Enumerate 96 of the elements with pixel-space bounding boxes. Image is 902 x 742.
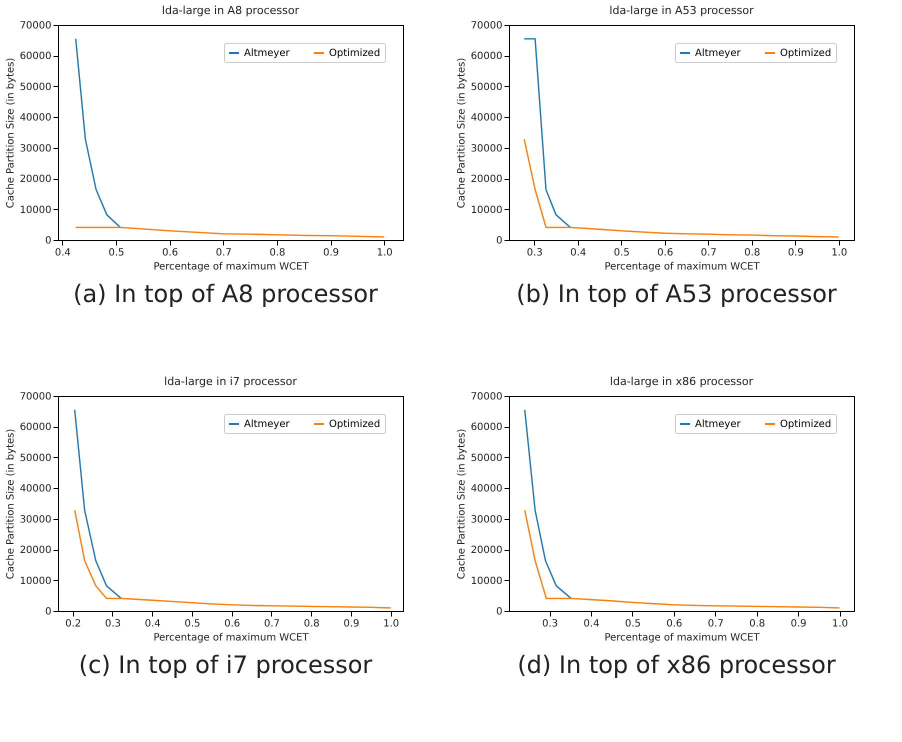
line-series [74,409,122,600]
y-tick-label: 50000 [20,82,52,93]
y-tick-label: 30000 [470,143,502,154]
y-tick-label: 10000 [20,576,52,587]
y-tick-label: 40000 [470,484,502,495]
x-tick-label: 0.9 [323,248,340,258]
x-tick-label: 0.4 [584,618,600,630]
y-tick-label: 70000 [470,392,502,402]
line-series [524,138,840,238]
legend-label: Altmeyer [695,419,742,430]
text: (b) In top of A53 processor [515,280,838,308]
x-axis-title: Percentage of maximum WCET [604,632,760,644]
y-tick-label: 30000 [20,514,52,526]
text: (c) In top of i7 processor [78,651,374,679]
x-tick-label: 1.0 [383,618,400,630]
x-tick-label: 0.8 [304,618,320,630]
chart-title: lda-large in x86 processor [610,375,754,388]
x-tick-label: 0.6 [657,248,674,258]
x-axis-title: Percentage of maximum WCET [153,632,310,644]
y-tick-label: 20000 [470,174,502,186]
chart-title: lda-large in A8 processor [162,4,300,17]
x-tick-label: 0.5 [614,248,630,258]
y-tick-label: 50000 [470,82,502,93]
y-tick-label: 60000 [20,422,52,434]
line-series [75,38,121,228]
chart-title: lda-large in A53 processor [609,4,754,17]
y-tick-label: 10000 [470,576,502,587]
x-tick-label: 0.5 [624,618,641,630]
line-series [524,510,840,609]
y-axis-title: Cache Partition Size (in bytes) [456,58,468,208]
chart-title: lda-large in i7 processor [164,375,298,388]
legend-label: Altmeyer [244,48,291,59]
y-tick-label: 50000 [470,452,502,464]
y-tick-label: 30000 [470,514,502,526]
x-tick-label: 0.6 [224,618,240,630]
y-tick-label: 20000 [470,545,502,556]
x-axis-title: Percentage of maximum WCET [153,262,310,272]
legend-label: Altmeyer [695,48,742,59]
y-axis-title: Cache Partition Size (in bytes) [6,58,17,208]
x-tick-label: 0.9 [343,618,360,630]
y-tick-label: 40000 [20,112,52,124]
y-tick-label: 0 [496,606,502,618]
x-tick-label: 0.5 [108,248,124,258]
x-tick-label: 0.4 [570,248,586,258]
x-tick-label: 0.7 [708,618,724,630]
text: (d) In top of x86 processor [516,651,837,679]
x-tick-label: 0.3 [526,248,543,258]
x-tick-label: 0.4 [54,248,71,258]
x-tick-label: 1.0 [831,248,848,258]
x-tick-label: 0.9 [788,248,804,258]
y-tick-label: 60000 [470,422,502,434]
x-tick-label: 1.0 [832,618,848,630]
x-tick-label: 0.8 [744,248,760,258]
x-tick-label: 0.7 [216,248,232,258]
y-tick-label: 70000 [20,392,52,402]
legend-label: Optimized [329,48,380,59]
x-tick-label: 0.7 [700,248,717,258]
x-tick-label: 0.8 [269,248,286,258]
y-tick-label: 20000 [20,174,52,186]
y-tick-label: 70000 [470,20,502,32]
y-tick-label: 30000 [20,143,52,154]
y-tick-label: 40000 [20,484,52,495]
y-tick-label: 10000 [20,204,52,216]
y-tick-label: 40000 [470,112,502,124]
y-axis-title: Cache Partition Size (in bytes) [6,428,17,580]
y-tick-label: 50000 [20,452,52,464]
x-tick-label: 0.7 [264,618,280,630]
y-tick-label: 20000 [20,545,52,556]
x-tick-label: 1.0 [376,248,393,258]
x-tick-label: 0.4 [144,618,161,630]
x-tick-label: 0.6 [666,618,682,630]
line-series [74,510,392,609]
y-tick-label: 60000 [20,51,52,62]
x-axis-title: Percentage of maximum WCET [604,262,760,272]
y-tick-label: 60000 [470,51,502,62]
x-tick-label: 0.9 [790,618,807,630]
legend-label: Altmeyer [244,419,291,430]
y-tick-label: 70000 [20,20,52,32]
text: (a) In top of A8 processor [72,280,379,308]
x-tick-label: 0.8 [749,618,766,630]
legend-label: Optimized [329,419,380,430]
legend-label: Optimized [780,419,832,430]
y-tick-label: 10000 [470,204,502,216]
x-tick-label: 0.2 [65,618,82,630]
y-tick-label: 0 [45,606,52,618]
x-tick-label: 0.3 [542,618,558,630]
x-tick-label: 0.6 [162,248,178,258]
x-tick-label: 0.5 [184,618,200,630]
y-tick-label: 0 [45,236,52,246]
line-series [75,226,385,238]
line-series [524,409,572,600]
legend-label: Optimized [780,48,832,59]
y-axis-title: Cache Partition Size (in bytes) [456,428,468,580]
x-tick-label: 0.3 [105,618,121,630]
y-tick-label: 0 [496,236,502,246]
line-series [524,38,572,228]
